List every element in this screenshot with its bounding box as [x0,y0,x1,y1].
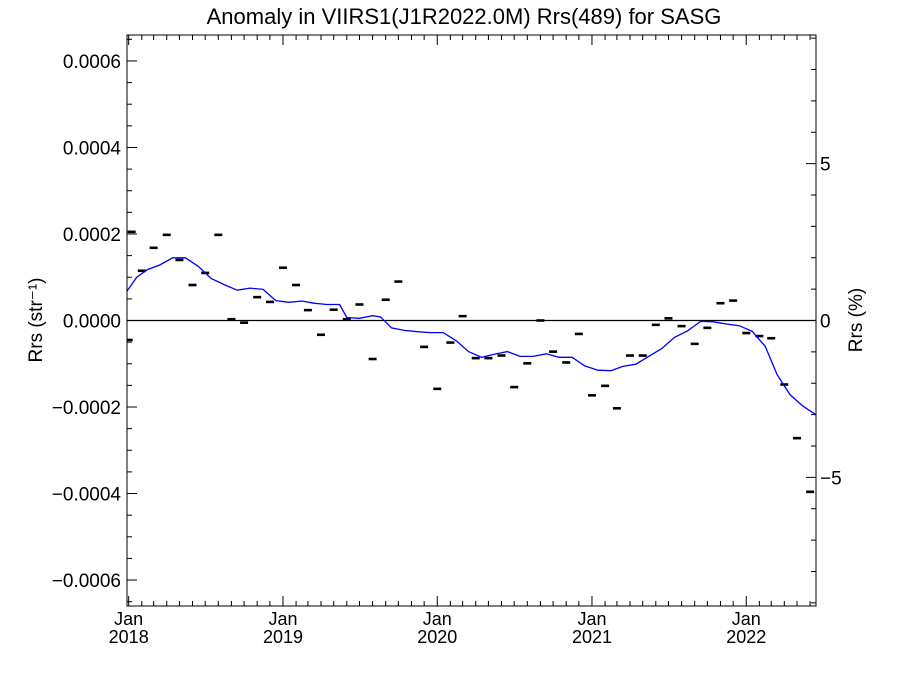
x-tick-year-label: 2020 [417,627,457,647]
y2-tick-label: 0 [820,312,831,333]
chart-title: Anomaly in VIIRS1(J1R2022.0M) Rrs(489) f… [207,4,722,29]
y2-axis-label: Rrs (%) [846,288,867,352]
x-tick-year-label: 2018 [109,627,149,647]
y-tick-label: 0.0006 [63,52,121,73]
x-tick-month-label: Jan [577,609,606,629]
y-axis-right: 5 0 −5 [806,37,842,604]
x-tick-month-label: Jan [114,609,143,629]
plot-frame [126,34,817,607]
x-tick-year-label: 2019 [263,627,303,647]
y2-tick-label: 5 [820,155,831,176]
y-axis-left: 0.0006 0.0004 0.0002 0.0000 −0.0002 −0.0004 −0… [52,38,137,603]
y2-tick-label: −5 [820,468,842,489]
x-tick-month-label: Jan [268,609,297,629]
x-tick-month-label: Jan [732,609,761,629]
x-tick-month-label: Jan [423,609,452,629]
y-tick-label: −0.0006 [52,571,121,592]
y-axis-label: Rrs (str⁻¹) [26,278,47,363]
y-tick-label: 0.0004 [63,138,122,159]
plot-series [127,230,816,494]
y-tick-label: −0.0002 [52,398,121,419]
y-tick-label: −0.0004 [52,485,122,506]
y-tick-label: 0.0000 [63,312,121,333]
x-tick-year-label: 2021 [572,627,612,647]
x-tick-year-label: 2022 [726,627,766,647]
smoothed-anomaly-line [127,257,816,416]
y-tick-label: 0.0002 [63,225,121,246]
